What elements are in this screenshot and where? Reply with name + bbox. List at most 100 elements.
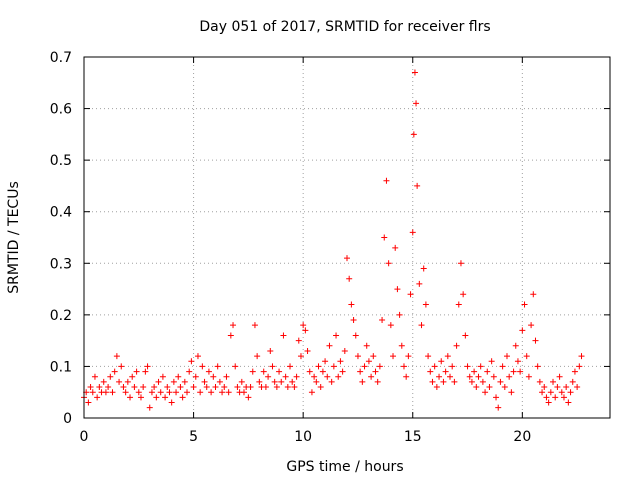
data-point [501, 384, 508, 391]
data-point [240, 389, 247, 396]
data-point [297, 353, 304, 360]
data-point [260, 368, 267, 375]
data-point [124, 378, 131, 385]
y-tick-label: 0.2 [50, 308, 72, 324]
data-point [192, 373, 199, 380]
data-point [129, 373, 136, 380]
axis-ticks: 0 5 10 15 20 0 0.1 0.2 0.3 0.4 0.5 0.6 0.7 [50, 50, 610, 445]
data-point [96, 384, 103, 391]
data-point [451, 378, 458, 385]
data-point [530, 291, 537, 298]
data-point [457, 260, 464, 267]
data-point [302, 327, 309, 334]
data-point [122, 389, 129, 396]
data-point [113, 353, 120, 360]
data-point [574, 384, 581, 391]
data-point [287, 363, 294, 370]
data-point [536, 378, 543, 385]
data-point [383, 177, 390, 184]
data-point [433, 384, 440, 391]
data-point [508, 389, 515, 396]
data-point [410, 131, 417, 138]
data-point [337, 358, 344, 365]
data-point [425, 353, 432, 360]
data-point [464, 363, 471, 370]
data-point [444, 353, 451, 360]
data-point [157, 389, 164, 396]
data-point [273, 384, 280, 391]
chart-title: Day 051 of 2017, SRMTID for receiver flr… [199, 19, 490, 35]
data-point [238, 378, 245, 385]
data-point [550, 378, 557, 385]
data-point [333, 332, 340, 339]
data-point [223, 373, 230, 380]
data-point [552, 394, 559, 401]
data-point [181, 378, 188, 385]
data-point [284, 384, 291, 391]
data-point [503, 353, 510, 360]
data-point [127, 394, 134, 401]
data-point [420, 265, 427, 272]
data-point [370, 353, 377, 360]
data-point [280, 332, 287, 339]
data-point [554, 384, 561, 391]
data-point [317, 384, 324, 391]
data-point [221, 384, 228, 391]
y-tick-label: 0.6 [50, 102, 72, 118]
data-point [539, 389, 546, 396]
data-point [493, 394, 500, 401]
data-point [234, 384, 241, 391]
data-point [558, 389, 565, 396]
data-point [300, 322, 307, 329]
data-point [438, 358, 445, 365]
data-point [111, 368, 118, 375]
data-point [499, 363, 506, 370]
data-point [177, 384, 184, 391]
data-point [212, 384, 219, 391]
x-tick-label: 15 [404, 429, 422, 445]
data-point [466, 373, 473, 380]
data-point [194, 353, 201, 360]
data-point [85, 399, 92, 406]
data-point [403, 373, 410, 380]
data-point [545, 399, 552, 406]
data-point [497, 378, 504, 385]
data-point [357, 368, 364, 375]
data-point [523, 353, 530, 360]
data-point [563, 384, 570, 391]
data-point [484, 368, 491, 375]
data-point [407, 291, 414, 298]
data-point [390, 353, 397, 360]
data-point [315, 363, 322, 370]
data-point [418, 322, 425, 329]
data-point [468, 378, 475, 385]
data-point [184, 389, 191, 396]
data-point [427, 368, 434, 375]
data-point [442, 368, 449, 375]
data-point [116, 378, 123, 385]
data-point [170, 378, 177, 385]
data-point [155, 378, 162, 385]
data-point [440, 378, 447, 385]
data-point [363, 342, 370, 349]
data-point [267, 347, 274, 354]
data-point [519, 327, 526, 334]
data-point [203, 384, 210, 391]
data-point [175, 373, 182, 380]
data-point [330, 363, 337, 370]
data-point [534, 363, 541, 370]
data-point [276, 368, 283, 375]
data-point [105, 384, 112, 391]
data-point [100, 378, 107, 385]
data-point [144, 363, 151, 370]
data-point [137, 394, 144, 401]
data-point [219, 389, 226, 396]
data-point [308, 389, 315, 396]
data-point [190, 384, 197, 391]
data-point [164, 384, 171, 391]
data-point [322, 358, 329, 365]
data-point [350, 317, 357, 324]
data-point [282, 373, 289, 380]
data-point [517, 368, 524, 375]
data-point [385, 260, 392, 267]
